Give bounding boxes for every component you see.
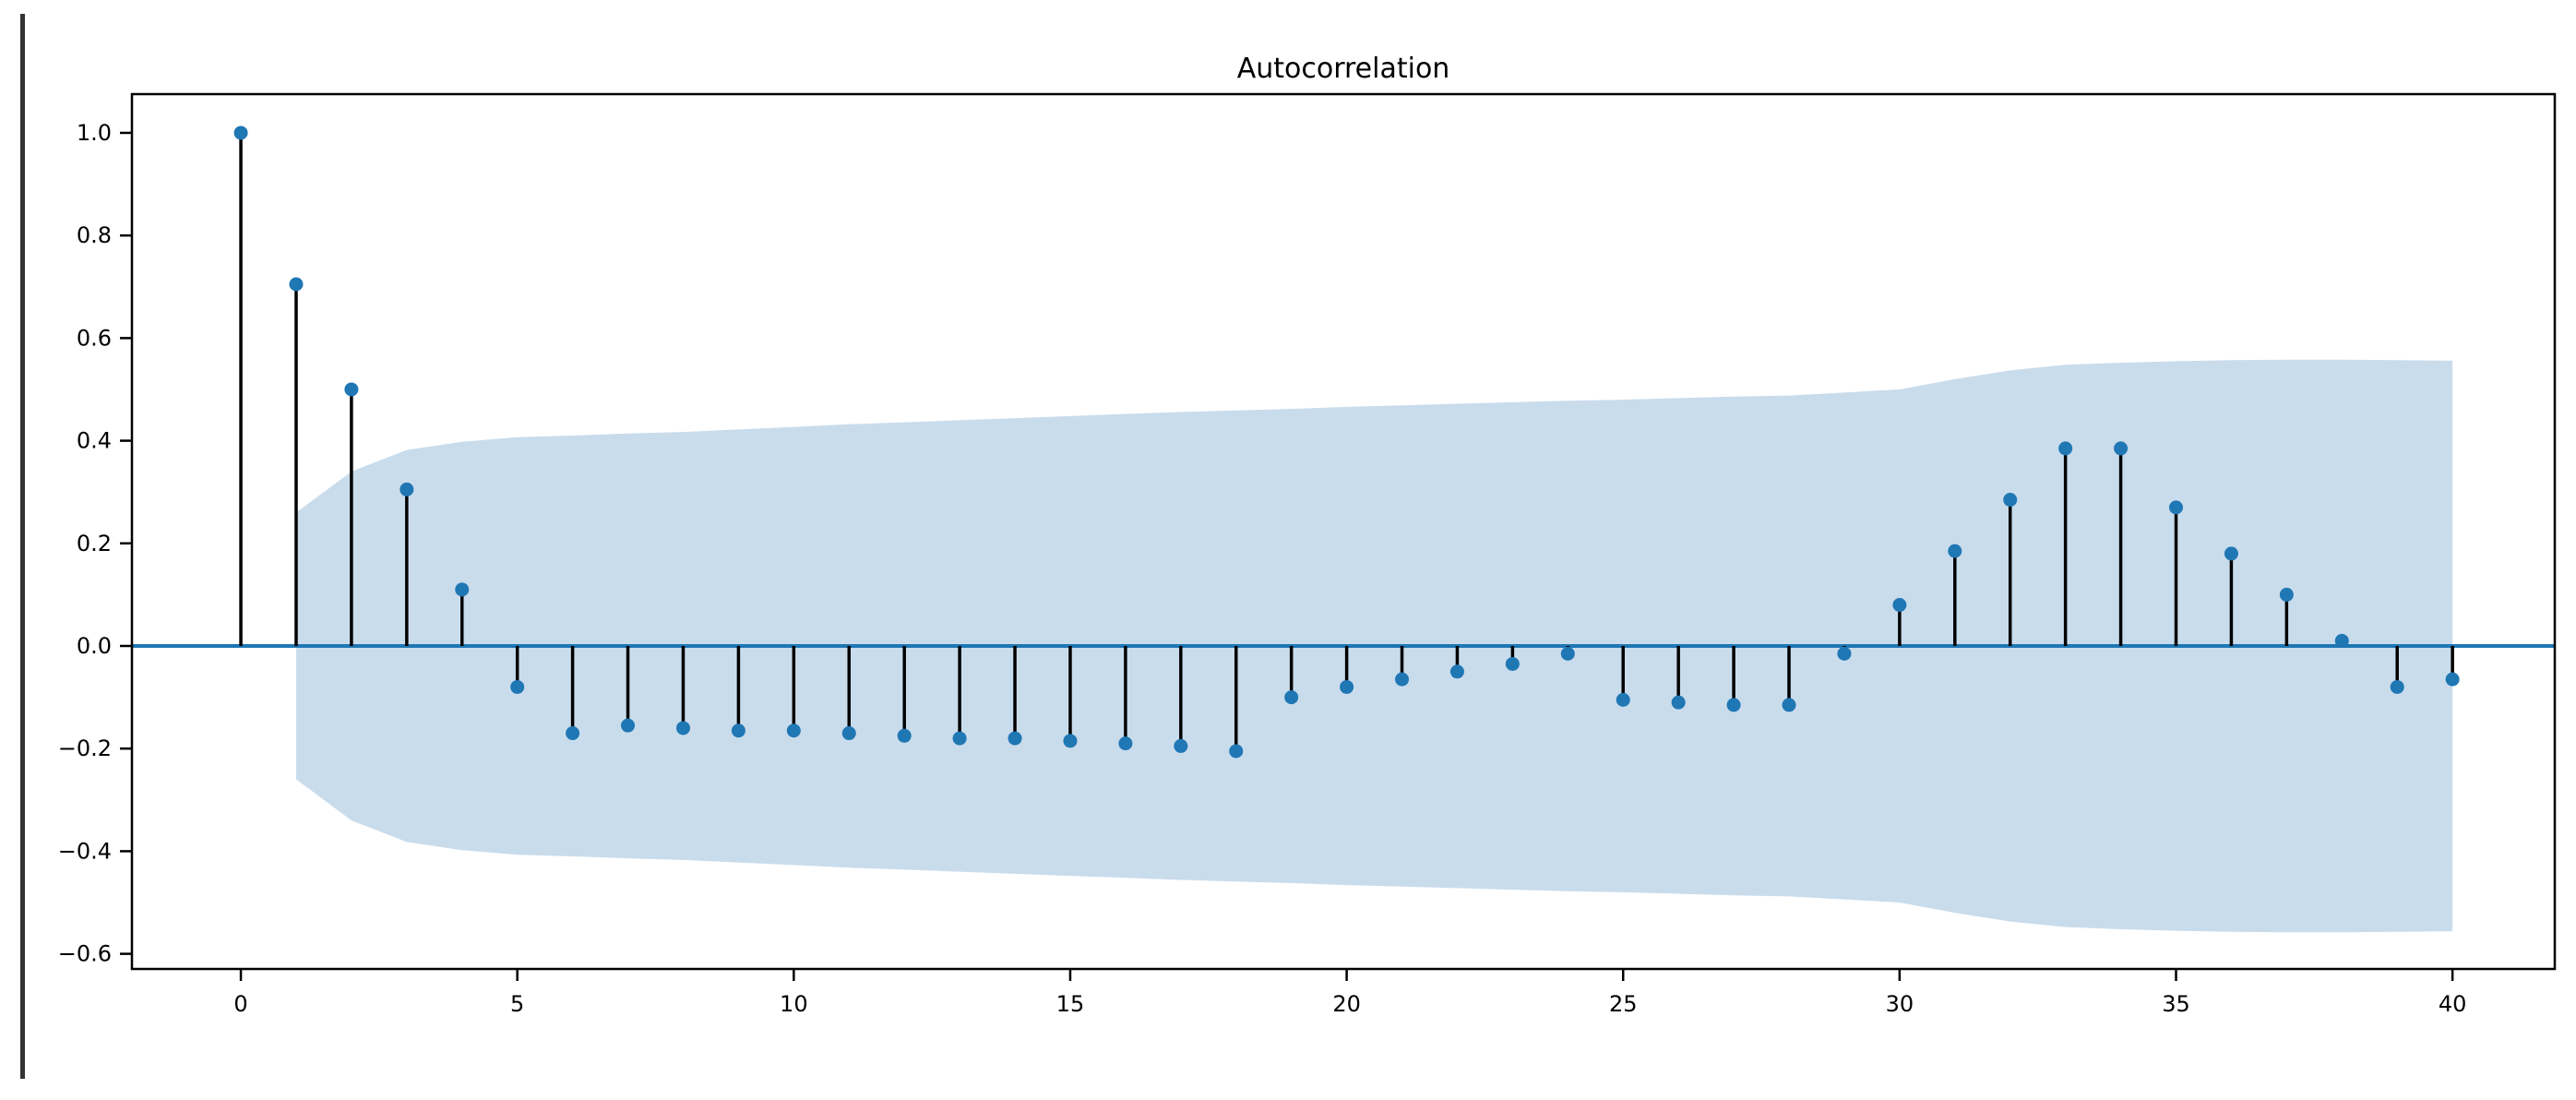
x-tick-label: 30 [1886,991,1914,1017]
acf-marker [1340,679,1354,694]
acf-marker [510,679,525,694]
acf-marker [897,728,912,743]
acf-marker [1063,734,1078,748]
acf-marker [2003,493,2018,508]
acf-marker [233,126,248,140]
chart-title: Autocorrelation [1236,53,1450,85]
acf-marker [344,382,359,397]
y-tick-label: 0.4 [77,428,112,454]
acf-marker [1229,744,1244,759]
acf-marker [1395,672,1410,687]
acf-marker [2224,546,2238,561]
acf-marker [1118,736,1133,751]
acf-marker [1837,646,1852,661]
acf-marker [455,582,470,597]
x-tick-label: 10 [780,991,808,1017]
x-tick-label: 35 [2162,991,2190,1017]
acf-marker [2390,679,2404,694]
window-edge-line [20,14,25,1079]
acf-marker [1616,692,1630,707]
axes-frame [130,92,2557,971]
acf-marker [566,726,580,741]
acf-marker [2058,441,2073,456]
y-tick-label: −0.4 [58,838,112,864]
acf-marker [1174,738,1188,753]
y-tick-label: −0.6 [58,941,112,967]
x-tick-label: 0 [233,991,247,1017]
acf-marker [289,277,304,292]
x-tick-label: 5 [510,991,524,1017]
acf-marker [731,723,745,738]
acf-marker [400,482,414,496]
acf-marker [952,731,967,746]
x-tick-label: 20 [1332,991,1361,1017]
acf-marker [1892,598,1907,613]
acf-marker [2169,500,2184,515]
acf-marker [1560,646,1575,661]
x-tick-label: 15 [1056,991,1085,1017]
y-tick-label: 0.0 [77,633,112,659]
acf-marker [2334,633,2349,648]
y-tick-label: 0.8 [77,222,112,248]
acf-marker [1782,698,1796,712]
acf-marker [2445,672,2460,687]
acf-marker [675,721,690,735]
acf-marker [1671,695,1686,710]
y-tick-label: 0.6 [77,325,112,351]
acf-marker [841,726,856,741]
acf-marker [1008,731,1022,746]
acf-marker [1284,690,1299,705]
acf-marker [621,718,636,733]
acf-marker [1726,698,1741,712]
y-tick-label: 1.0 [77,120,112,146]
y-tick-label: 0.2 [77,531,112,556]
acf-marker [1948,544,1962,558]
x-tick-label: 25 [1609,991,1638,1017]
y-tick-label: −0.2 [58,735,112,761]
acf-marker [2114,441,2129,456]
acf-marker [2279,587,2294,602]
acf-marker [1505,656,1520,671]
acf-marker [1449,664,1464,679]
x-tick-label: 40 [2439,991,2467,1017]
acf-marker [786,723,801,738]
